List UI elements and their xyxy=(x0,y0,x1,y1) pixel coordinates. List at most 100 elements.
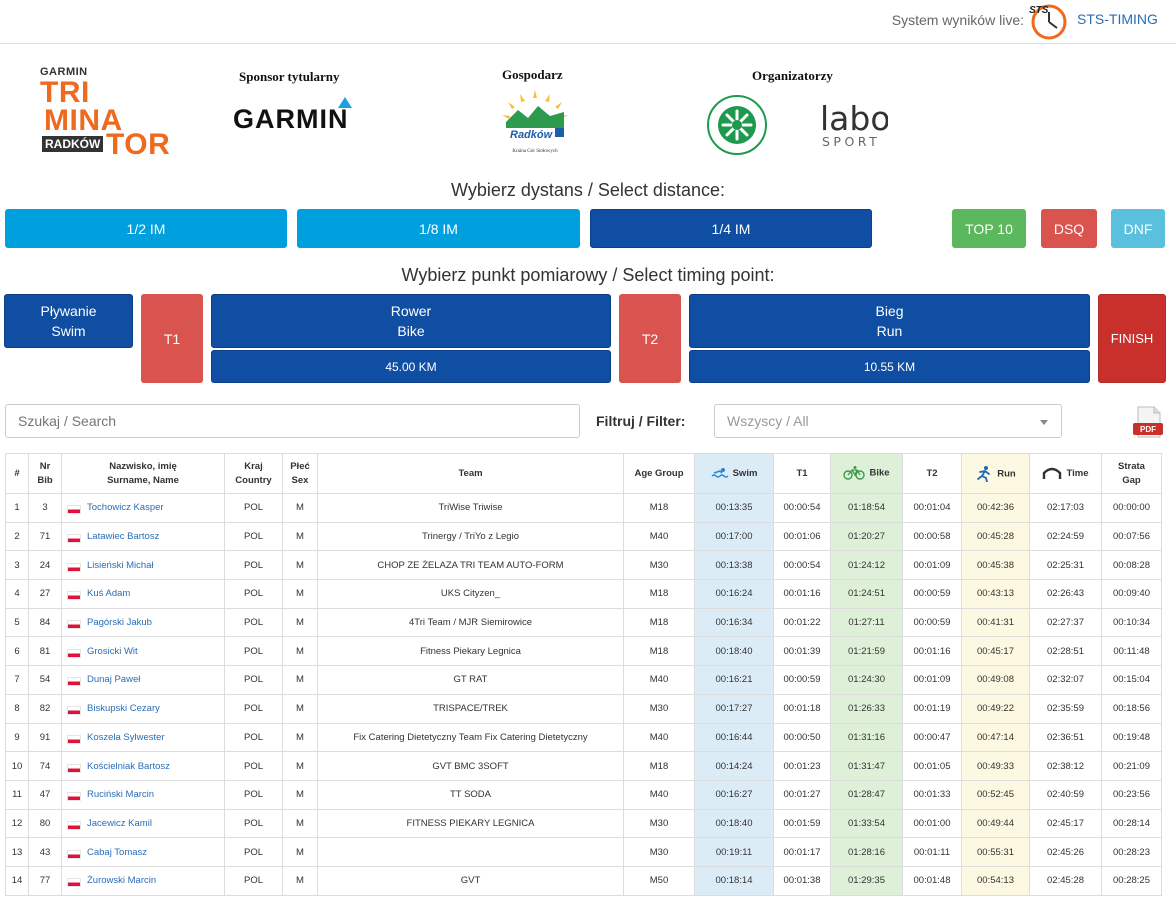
cell-rank: 8 xyxy=(5,693,29,724)
bike-icon xyxy=(843,466,866,480)
organizer-centre-logo[interactable] xyxy=(704,94,770,156)
radkow-logo[interactable]: Radków Kraina Gór Stołowych xyxy=(498,88,572,156)
header-t1[interactable]: T1 xyxy=(773,453,831,494)
cell-country: POL xyxy=(224,779,283,810)
cell-time: 02:27:37 xyxy=(1029,607,1102,638)
cell-gap: 00:28:23 xyxy=(1101,837,1162,867)
cell-time: 02:26:43 xyxy=(1029,579,1102,609)
cell-gap: 00:11:48 xyxy=(1101,636,1162,667)
athlete-name-link[interactable]: Żurowski Marcin xyxy=(87,875,157,887)
filter-select[interactable]: Wszyscy / All xyxy=(714,404,1062,438)
pdf-download-icon[interactable]: PDF xyxy=(1132,406,1164,438)
cell-t2: 00:01:09 xyxy=(902,665,962,695)
athlete-name-link[interactable]: Ruciński Marcin xyxy=(87,789,155,801)
cell-t2: 00:00:58 xyxy=(902,521,962,552)
header-country[interactable]: Kraj Country xyxy=(224,453,283,494)
cell-t2: 00:01:11 xyxy=(902,837,962,867)
table-row[interactable]: 3 24 Lisieński Michał POL M CHOP ZE ŻELAZA TR… xyxy=(5,550,1162,581)
table-row[interactable]: 9 91 Koszela Sylwester POL M Fix Catering Die… xyxy=(5,722,1162,753)
triminator-tor: TOR xyxy=(106,128,171,161)
cell-swim: 00:18:40 xyxy=(694,808,774,839)
cell-gap: 00:08:28 xyxy=(1101,550,1162,581)
athlete-name-link[interactable]: Dunaj Paweł xyxy=(87,674,141,686)
cell-gap: 00:19:48 xyxy=(1101,722,1162,753)
distance-eighth-im-button[interactable]: 1/8 IM xyxy=(297,209,580,248)
cell-bib: 81 xyxy=(28,636,62,667)
garmin-logo[interactable]: GARMIN xyxy=(233,104,349,134)
header-swim[interactable]: Swim xyxy=(694,453,774,494)
pdf-icon-label: PDF xyxy=(1140,425,1156,434)
swimmer-icon xyxy=(711,467,729,478)
table-row[interactable]: 1 3 Tochowicz Kasper POL M TriWise Triwise M18… xyxy=(5,493,1162,523)
cell-bike: 01:24:12 xyxy=(830,550,903,581)
athlete-name-link[interactable]: Jacewicz Kamil xyxy=(87,817,152,829)
header-bib[interactable]: Nr Bib xyxy=(28,453,62,494)
cell-swim: 00:14:24 xyxy=(694,751,774,781)
cell-name: Jacewicz Kamil xyxy=(61,808,225,839)
sts-stopwatch-icon[interactable]: STS xyxy=(1027,2,1069,40)
athlete-name-link[interactable]: Grosicki Wit xyxy=(87,645,138,657)
cell-t2: 00:01:16 xyxy=(902,636,962,667)
cell-sex: M xyxy=(282,693,318,724)
bike-timing-button[interactable]: Rower Bike xyxy=(211,294,611,348)
cell-team: UKS Cityzen_ xyxy=(317,579,624,609)
live-results-label: System wyników live: xyxy=(891,12,1024,28)
header-gap[interactable]: Strata Gap xyxy=(1101,453,1162,494)
athlete-name-link[interactable]: Kościelniak Bartosz xyxy=(87,760,170,772)
dnf-button[interactable]: DNF xyxy=(1111,209,1165,248)
table-row[interactable]: 2 71 Latawiec Bartosz POL M Trinergy / TriYo … xyxy=(5,521,1162,552)
t1-timing-button[interactable]: T1 xyxy=(141,294,203,383)
header-rank[interactable]: # xyxy=(5,453,29,494)
table-row[interactable]: 12 80 Jacewicz Kamil POL M FITNESS PIEKARY LE… xyxy=(5,808,1162,839)
header-t2[interactable]: T2 xyxy=(902,453,962,494)
header-age-group[interactable]: Age Group xyxy=(623,453,695,494)
header-team[interactable]: Team xyxy=(317,453,624,494)
table-row[interactable]: 11 47 Ruciński Marcin POL M TT SODA M40 00:16:2… xyxy=(5,779,1162,810)
table-row[interactable]: 14 77 Żurowski Marcin POL M GVT M50 00:18:14 00:… xyxy=(5,865,1162,896)
table-row[interactable]: 8 82 Biskupski Cezary POL M TRISPACE/TREK M30 0… xyxy=(5,693,1162,724)
table-row[interactable]: 13 43 Cabaj Tomasz POL M M30 00:19:11 00:01:17 0… xyxy=(5,837,1162,867)
run-label-pl: Bieg xyxy=(875,303,904,319)
header-run[interactable]: Run xyxy=(961,453,1030,494)
header-bike[interactable]: Bike xyxy=(830,453,903,494)
sts-timing-link[interactable]: STS-TIMING xyxy=(1077,11,1158,27)
table-row[interactable]: 5 84 Pagórski Jakub POL M 4Tri Team / MJR Sie… xyxy=(5,607,1162,638)
athlete-name-link[interactable]: Cabaj Tomasz xyxy=(87,846,148,858)
table-row[interactable]: 4 27 Kuś Adam POL M UKS Cityzen_ M18 00:16:24 00… xyxy=(5,579,1162,609)
run-distance-button[interactable]: 10.55 KM xyxy=(689,350,1090,383)
triminator-logo[interactable]: GARMIN TRI MINA RADKÓW TOR xyxy=(38,66,170,160)
top10-button[interactable]: TOP 10 xyxy=(952,209,1026,248)
swim-timing-button[interactable]: Pływanie Swim xyxy=(4,294,133,348)
athlete-name-link[interactable]: Tochowicz Kasper xyxy=(87,502,164,514)
cell-t1: 00:01:18 xyxy=(773,693,831,724)
cell-country: POL xyxy=(224,751,283,781)
athlete-name-link[interactable]: Kuś Adam xyxy=(87,588,131,600)
finish-timing-button[interactable]: FINISH xyxy=(1098,294,1166,383)
cell-swim: 00:18:14 xyxy=(694,865,774,896)
table-row[interactable]: 6 81 Grosicki Wit POL M Fitness Piekary Legni… xyxy=(5,636,1162,667)
dsq-button[interactable]: DSQ xyxy=(1041,209,1097,248)
cell-gap: 00:15:04 xyxy=(1101,665,1162,695)
finish-arch-icon xyxy=(1043,467,1062,479)
distance-half-im-button[interactable]: 1/2 IM xyxy=(5,209,287,248)
header-name[interactable]: Nazwisko, imię Surname, Name xyxy=(61,453,225,494)
t2-timing-button[interactable]: T2 xyxy=(619,294,681,383)
athlete-name-link[interactable]: Koszela Sylwester xyxy=(87,731,165,743)
bike-distance-button[interactable]: 45.00 KM xyxy=(211,350,611,383)
table-row[interactable]: 10 74 Kościelniak Bartosz POL M GVT BMC 3SOFT… xyxy=(5,751,1162,781)
labo-sport-logo[interactable]: labo SPORT xyxy=(820,98,888,148)
athlete-name-link[interactable]: Latawiec Bartosz xyxy=(87,531,160,543)
search-input[interactable] xyxy=(5,404,580,438)
poland-flag-icon xyxy=(67,648,81,658)
athlete-name-link[interactable]: Biskupski Cezary xyxy=(87,703,160,715)
cell-rank: 13 xyxy=(5,837,29,867)
cell-swim: 00:16:34 xyxy=(694,607,774,638)
distance-quarter-im-button[interactable]: 1/4 IM xyxy=(590,209,872,248)
cell-age-group: M40 xyxy=(623,521,695,552)
header-sex[interactable]: Płeć Sex xyxy=(282,453,318,494)
athlete-name-link[interactable]: Lisieński Michał xyxy=(87,559,154,571)
athlete-name-link[interactable]: Pagórski Jakub xyxy=(87,617,152,629)
table-row[interactable]: 7 54 Dunaj Paweł POL M GT RAT M40 00:16:21 00:00… xyxy=(5,665,1162,695)
header-time[interactable]: Time xyxy=(1029,453,1102,494)
run-timing-button[interactable]: Bieg Run xyxy=(689,294,1090,348)
